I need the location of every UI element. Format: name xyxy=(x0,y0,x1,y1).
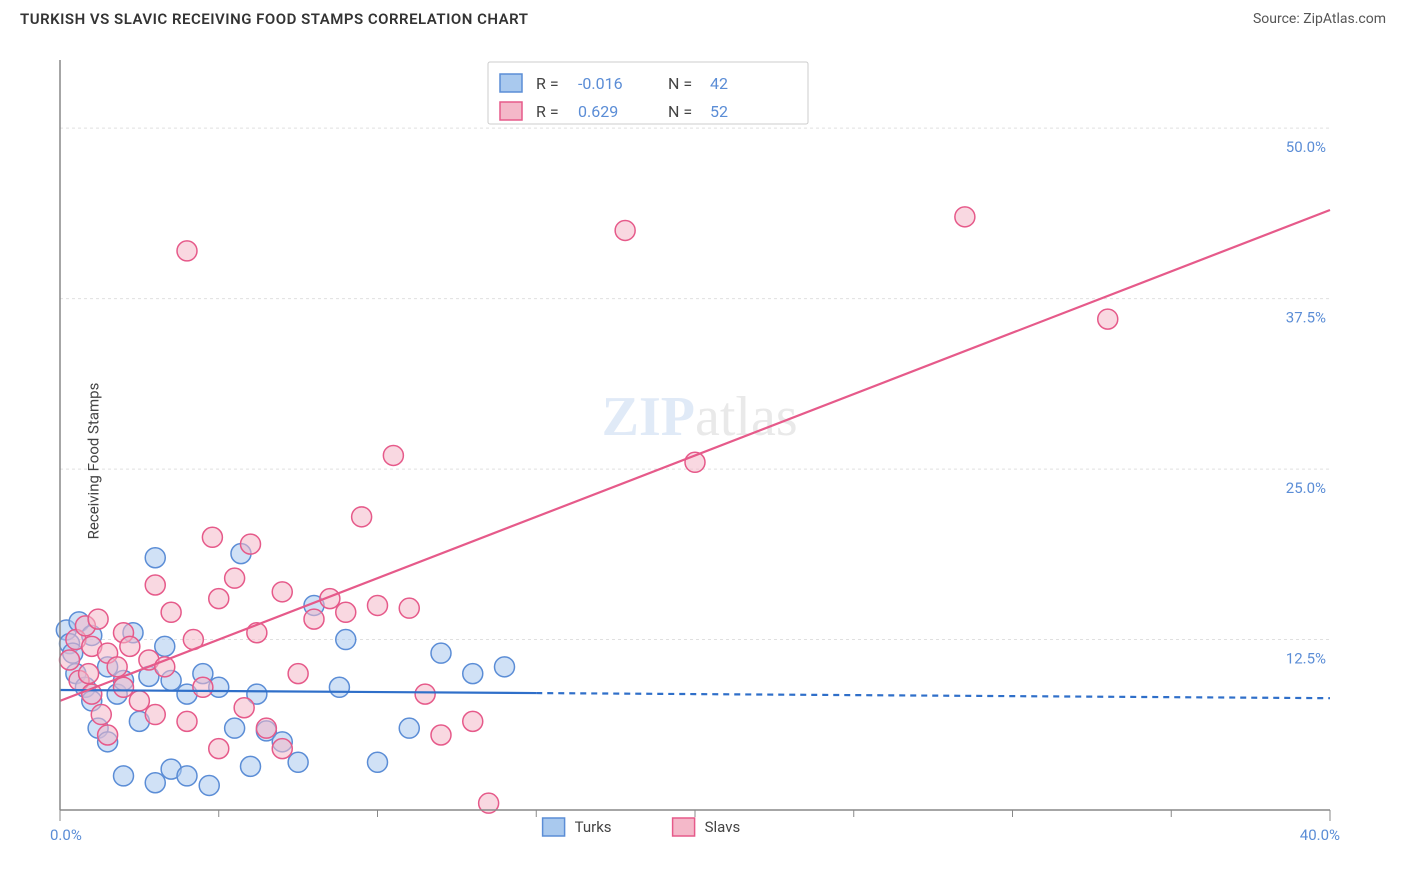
legend-n-label: N = xyxy=(668,102,692,121)
data-point xyxy=(202,527,222,547)
data-point xyxy=(495,657,515,677)
data-point xyxy=(241,534,261,554)
x-tick-label: 0.0% xyxy=(50,826,82,844)
data-point xyxy=(98,725,118,745)
data-point xyxy=(368,595,388,615)
legend-n-value: 42 xyxy=(710,74,728,93)
data-point xyxy=(199,775,219,795)
trend-line-extrapolated xyxy=(536,693,1330,698)
source-attribution: Source: ZipAtlas.com xyxy=(1253,11,1386,27)
legend-series-label: Slavs xyxy=(705,818,741,836)
data-point xyxy=(88,609,108,629)
data-point xyxy=(955,207,975,227)
data-point xyxy=(209,589,229,609)
legend-series-label: Turks xyxy=(575,818,612,836)
data-point xyxy=(304,609,324,629)
data-point xyxy=(145,575,165,595)
x-tick-label: 40.0% xyxy=(1300,826,1340,844)
y-tick-label: 37.5% xyxy=(1286,309,1326,327)
data-point xyxy=(431,643,451,663)
data-point xyxy=(463,664,483,684)
data-point xyxy=(107,657,127,677)
y-tick-label: 25.0% xyxy=(1286,479,1326,497)
data-point xyxy=(383,445,403,465)
trend-line xyxy=(60,210,1330,701)
y-tick-label: 12.5% xyxy=(1286,650,1326,668)
data-point xyxy=(241,756,261,776)
legend-n-label: N = xyxy=(668,74,692,93)
legend-n-value: 52 xyxy=(710,102,728,121)
watermark: atlas xyxy=(695,386,798,448)
data-point xyxy=(129,691,149,711)
data-point xyxy=(256,718,276,738)
data-point xyxy=(193,677,213,697)
data-point xyxy=(79,664,99,684)
data-point xyxy=(329,677,349,697)
data-point xyxy=(272,739,292,759)
data-point xyxy=(234,698,254,718)
correlation-scatter-chart: 12.5% 25.0% 37.5% 50.0% ZIPatlas 0.0% 40.0% R =… xyxy=(20,50,1340,850)
data-point xyxy=(177,766,197,786)
data-point xyxy=(145,773,165,793)
data-point xyxy=(399,718,419,738)
data-point xyxy=(225,568,245,588)
data-point xyxy=(368,752,388,772)
data-point xyxy=(155,636,175,656)
data-point xyxy=(1098,309,1118,329)
data-point xyxy=(145,705,165,725)
legend-swatch xyxy=(673,818,695,836)
data-point xyxy=(177,241,197,261)
data-point xyxy=(336,602,356,622)
data-point xyxy=(209,739,229,759)
data-point xyxy=(399,598,419,618)
data-point xyxy=(615,220,635,240)
chart-title: TURKISH VS SLAVIC RECEIVING FOOD STAMPS … xyxy=(20,10,528,28)
data-point xyxy=(145,548,165,568)
data-point xyxy=(431,725,451,745)
data-point xyxy=(177,711,197,731)
y-tick-label: 50.0% xyxy=(1286,138,1326,156)
y-axis-label: Receiving Food Stamps xyxy=(84,383,102,540)
legend-swatch xyxy=(500,102,522,120)
data-point xyxy=(120,636,140,656)
watermark: ZIP xyxy=(602,386,695,448)
legend-r-value: -0.016 xyxy=(578,74,623,93)
data-point xyxy=(114,677,134,697)
data-point xyxy=(463,711,483,731)
data-point xyxy=(415,684,435,704)
data-point xyxy=(60,650,80,670)
data-point xyxy=(336,630,356,650)
legend-r-value: 0.629 xyxy=(578,102,618,121)
data-point xyxy=(288,752,308,772)
legend-r-label: R = xyxy=(536,74,559,93)
data-point xyxy=(352,507,372,527)
data-point xyxy=(272,582,292,602)
data-point xyxy=(161,602,181,622)
data-point xyxy=(288,664,308,684)
legend-r-label: R = xyxy=(536,102,559,121)
legend-swatch xyxy=(543,818,565,836)
legend-swatch xyxy=(500,74,522,92)
data-point xyxy=(114,766,134,786)
data-point xyxy=(91,705,111,725)
data-point xyxy=(225,718,245,738)
